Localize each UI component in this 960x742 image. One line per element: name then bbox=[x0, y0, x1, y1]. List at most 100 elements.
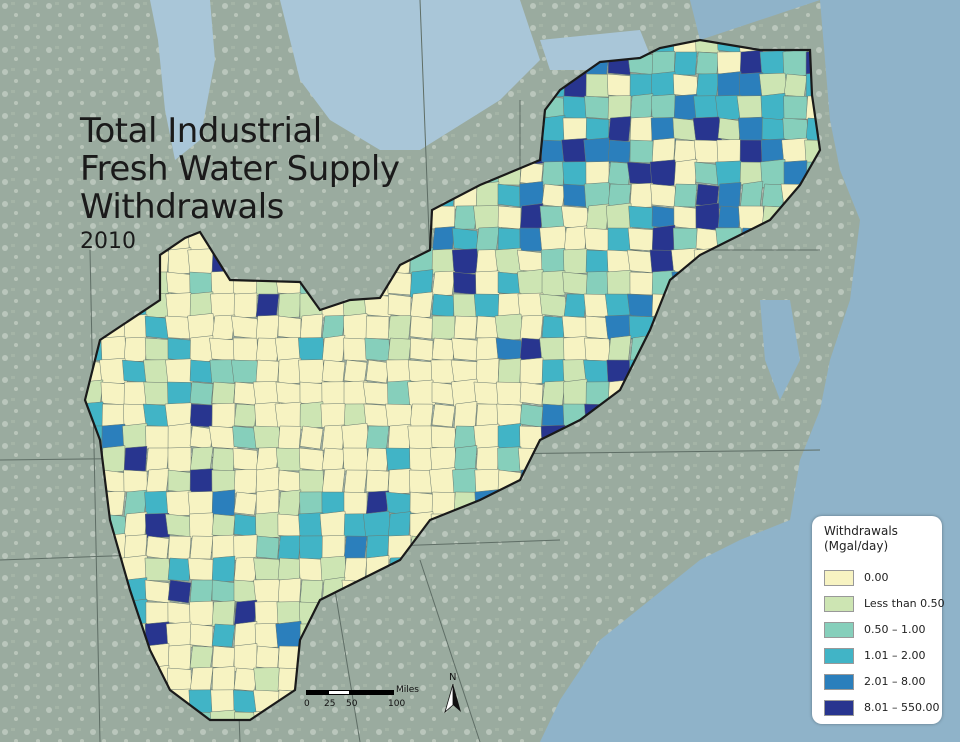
county bbox=[584, 95, 611, 120]
county bbox=[387, 293, 412, 318]
county bbox=[342, 447, 369, 472]
county bbox=[761, 117, 786, 142]
county bbox=[563, 293, 588, 318]
county bbox=[473, 293, 502, 318]
county bbox=[145, 468, 170, 495]
county bbox=[211, 579, 236, 604]
county bbox=[320, 403, 347, 428]
county bbox=[189, 600, 214, 627]
county bbox=[519, 381, 544, 406]
county bbox=[277, 513, 302, 538]
county bbox=[321, 359, 346, 384]
legend-label: Less than 0.50 bbox=[864, 597, 945, 610]
county bbox=[144, 337, 171, 362]
county bbox=[541, 315, 566, 340]
county bbox=[231, 315, 260, 340]
county bbox=[409, 315, 434, 340]
county bbox=[563, 183, 588, 208]
county bbox=[233, 579, 258, 604]
county bbox=[299, 381, 324, 406]
county bbox=[519, 227, 544, 252]
scale-bar: Miles 0 25 50 100 bbox=[304, 685, 436, 716]
county bbox=[431, 226, 456, 253]
county bbox=[629, 116, 654, 143]
county bbox=[627, 227, 656, 252]
county bbox=[298, 337, 325, 362]
scale-segment bbox=[328, 690, 350, 695]
county bbox=[519, 314, 544, 341]
county bbox=[210, 292, 237, 319]
county bbox=[385, 403, 414, 428]
county bbox=[453, 293, 478, 318]
county bbox=[650, 183, 677, 208]
county bbox=[255, 314, 280, 341]
county bbox=[541, 114, 566, 145]
county bbox=[495, 337, 524, 362]
county bbox=[672, 227, 699, 252]
county bbox=[211, 402, 236, 429]
county bbox=[561, 315, 590, 340]
county bbox=[233, 513, 258, 538]
county bbox=[385, 447, 414, 472]
county bbox=[607, 139, 632, 164]
county bbox=[298, 359, 325, 384]
county bbox=[277, 577, 302, 606]
county bbox=[497, 183, 522, 208]
county bbox=[695, 73, 720, 98]
county bbox=[562, 271, 589, 296]
north-arrow-icon bbox=[444, 684, 461, 714]
north-arrow: N bbox=[444, 672, 462, 714]
county bbox=[277, 489, 302, 518]
county bbox=[365, 425, 390, 450]
legend-item: Less than 0.50 bbox=[824, 596, 945, 612]
county bbox=[144, 557, 171, 582]
county bbox=[782, 117, 809, 142]
county bbox=[123, 469, 148, 494]
county bbox=[629, 73, 654, 98]
county bbox=[233, 556, 258, 583]
county bbox=[475, 337, 500, 362]
county bbox=[233, 667, 258, 692]
county bbox=[452, 227, 479, 252]
county bbox=[233, 292, 258, 319]
county bbox=[407, 359, 436, 384]
county bbox=[189, 579, 214, 604]
legend-swatch bbox=[824, 648, 854, 664]
county bbox=[607, 95, 632, 120]
county bbox=[365, 469, 390, 494]
county bbox=[497, 227, 522, 252]
scale-unit: Miles bbox=[396, 685, 419, 695]
county bbox=[211, 645, 236, 670]
county bbox=[343, 535, 368, 560]
county bbox=[167, 579, 192, 604]
county bbox=[189, 645, 214, 670]
county bbox=[692, 116, 723, 143]
legend-label: 2.01 – 8.00 bbox=[864, 675, 926, 688]
county bbox=[561, 205, 590, 230]
legend-label: 0.50 – 1.00 bbox=[864, 623, 926, 636]
title-line-1: Total Industrial bbox=[80, 111, 322, 151]
county bbox=[649, 159, 678, 188]
county bbox=[277, 357, 302, 386]
county bbox=[451, 337, 480, 362]
scale-tick-label: 50 bbox=[346, 699, 358, 709]
county bbox=[431, 270, 456, 297]
county bbox=[321, 468, 346, 495]
legend-swatch bbox=[824, 700, 854, 716]
county bbox=[541, 380, 566, 407]
county bbox=[451, 248, 480, 275]
county bbox=[737, 116, 766, 143]
county bbox=[387, 315, 412, 340]
county bbox=[739, 139, 764, 164]
county bbox=[783, 73, 808, 98]
county bbox=[409, 403, 434, 428]
county bbox=[321, 381, 346, 406]
county bbox=[253, 667, 282, 692]
county bbox=[233, 491, 258, 516]
county bbox=[189, 403, 214, 428]
county bbox=[585, 117, 610, 142]
county bbox=[452, 468, 479, 495]
lake-huron-erie bbox=[280, 0, 540, 150]
county bbox=[409, 291, 434, 320]
county bbox=[585, 161, 610, 186]
